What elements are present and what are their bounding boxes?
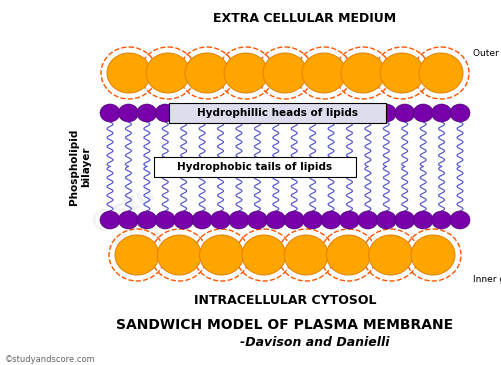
Ellipse shape (284, 104, 304, 122)
Ellipse shape (185, 53, 228, 93)
Ellipse shape (100, 211, 120, 229)
Ellipse shape (340, 53, 384, 93)
Ellipse shape (431, 104, 451, 122)
Ellipse shape (418, 53, 462, 93)
Text: SANDWICH MODEL OF PLASMA MEMBRANE: SANDWICH MODEL OF PLASMA MEMBRANE (116, 318, 453, 332)
Ellipse shape (302, 211, 322, 229)
Ellipse shape (247, 104, 267, 122)
Ellipse shape (326, 235, 370, 275)
Ellipse shape (199, 235, 243, 275)
Ellipse shape (394, 104, 414, 122)
Ellipse shape (284, 211, 304, 229)
Ellipse shape (321, 211, 340, 229)
Ellipse shape (192, 211, 212, 229)
Ellipse shape (412, 211, 432, 229)
Ellipse shape (228, 104, 248, 122)
Ellipse shape (118, 211, 138, 229)
Ellipse shape (115, 235, 159, 275)
Text: INTRACELLULAR CYTOSOL: INTRACELLULAR CYTOSOL (193, 293, 376, 307)
Ellipse shape (357, 104, 377, 122)
Ellipse shape (247, 211, 267, 229)
FancyBboxPatch shape (169, 103, 385, 123)
Ellipse shape (146, 53, 189, 93)
Ellipse shape (263, 53, 307, 93)
Ellipse shape (173, 104, 193, 122)
Ellipse shape (157, 235, 201, 275)
Ellipse shape (376, 104, 395, 122)
Ellipse shape (210, 104, 230, 122)
Ellipse shape (394, 211, 414, 229)
Ellipse shape (284, 235, 328, 275)
Ellipse shape (449, 104, 469, 122)
Ellipse shape (107, 53, 151, 93)
Ellipse shape (368, 235, 412, 275)
Ellipse shape (302, 104, 322, 122)
Ellipse shape (155, 211, 175, 229)
Ellipse shape (223, 53, 268, 93)
Ellipse shape (137, 104, 156, 122)
Ellipse shape (449, 211, 469, 229)
Text: Inner globular protein layer: Inner globular protein layer (472, 276, 501, 284)
Ellipse shape (376, 211, 395, 229)
Text: Outer globular protein layer: Outer globular protein layer (472, 49, 501, 58)
Text: Phospholipid
bilayer: Phospholipid bilayer (69, 128, 91, 205)
Ellipse shape (210, 211, 230, 229)
Ellipse shape (137, 211, 156, 229)
Ellipse shape (302, 53, 345, 93)
Ellipse shape (192, 104, 212, 122)
Ellipse shape (173, 211, 193, 229)
Text: Hydrophillic heads of lipids: Hydrophillic heads of lipids (196, 108, 357, 118)
Ellipse shape (265, 211, 285, 229)
Ellipse shape (339, 104, 359, 122)
Ellipse shape (339, 211, 359, 229)
Ellipse shape (228, 211, 248, 229)
Text: Hydrophobic tails of lipids: Hydrophobic tails of lipids (177, 161, 332, 172)
Ellipse shape (412, 104, 432, 122)
Text: @stu
ndy: @stu ndy (87, 180, 173, 260)
Ellipse shape (379, 53, 423, 93)
Ellipse shape (241, 235, 285, 275)
Ellipse shape (118, 104, 138, 122)
Text: EXTRA CELLULAR MEDIUM: EXTRA CELLULAR MEDIUM (213, 12, 396, 24)
Ellipse shape (100, 104, 120, 122)
Ellipse shape (155, 104, 175, 122)
Ellipse shape (410, 235, 454, 275)
Ellipse shape (357, 211, 377, 229)
Ellipse shape (321, 104, 340, 122)
Ellipse shape (431, 211, 451, 229)
Text: ©studyandscore.com: ©studyandscore.com (5, 356, 96, 365)
FancyBboxPatch shape (154, 157, 355, 177)
Ellipse shape (265, 104, 285, 122)
Text: -Davison and Danielli: -Davison and Danielli (240, 337, 389, 350)
